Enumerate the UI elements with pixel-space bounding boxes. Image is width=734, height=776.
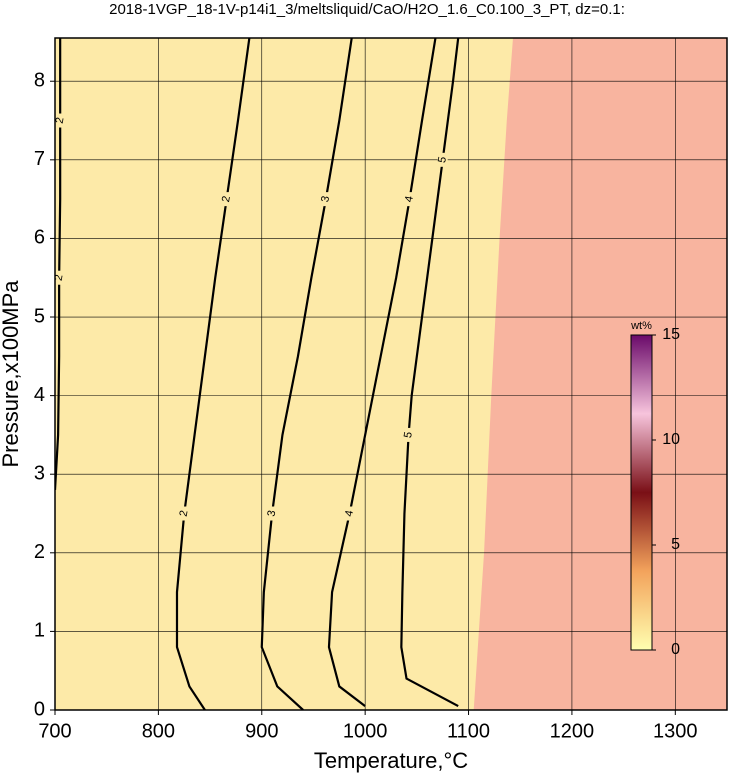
y-tick-label: 7 xyxy=(34,148,45,170)
y-tick-label: 3 xyxy=(34,462,45,484)
contour-label: 5 xyxy=(402,431,415,439)
x-tick-label: 1100 xyxy=(447,720,490,742)
contour-line xyxy=(400,38,460,708)
x-tick-label: 1000 xyxy=(343,720,388,742)
y-axis-title: Pressure,x100MPa xyxy=(0,280,23,468)
contour-label-bg xyxy=(221,192,232,207)
contour-label: 2 xyxy=(54,116,67,124)
x-tick-label: 900 xyxy=(245,720,278,742)
high-region xyxy=(473,38,727,710)
x-axis-title: Temperature,°C xyxy=(314,748,468,773)
contour-label-bg xyxy=(344,506,355,521)
contour-label: 4 xyxy=(403,195,416,203)
contour-label-bg xyxy=(403,427,414,442)
contour-label: 3 xyxy=(266,509,279,517)
y-tick-label: 8 xyxy=(34,70,45,92)
contour-label-bg xyxy=(404,192,415,207)
contour-label-bg xyxy=(179,506,190,521)
plot-frame xyxy=(54,37,728,711)
y-tick-label: 4 xyxy=(34,384,45,406)
contour-label-bg xyxy=(267,506,278,521)
colorbar-tick-label: 10 xyxy=(662,431,680,448)
contour-label: 2 xyxy=(53,274,66,282)
y-tick-label: 0 xyxy=(34,698,45,720)
contour-label: 2 xyxy=(178,509,191,517)
x-tick-label: 1300 xyxy=(653,720,698,742)
contour-line xyxy=(327,38,437,707)
contour-label: 3 xyxy=(319,195,332,203)
contour-label: 2 xyxy=(220,195,233,203)
chart-title: 2018-1VGP_18-1V-p14i1_3/meltsliquid/CaO/… xyxy=(109,1,625,18)
y-tick-label: 6 xyxy=(34,227,45,249)
y-tick-label: 2 xyxy=(34,541,45,563)
contour-line xyxy=(260,38,353,710)
contour-line xyxy=(175,38,251,710)
colorbar xyxy=(630,334,653,651)
y-tick-label: 1 xyxy=(34,620,45,642)
contour-label-bg xyxy=(55,270,65,285)
colorbar-tick-label: 0 xyxy=(671,641,680,658)
colorbar-tick-label: 5 xyxy=(671,536,680,553)
colorbar-tick-label: 15 xyxy=(662,326,680,343)
x-tick-label: 800 xyxy=(142,720,175,742)
contour-label-bg xyxy=(437,152,448,167)
colorbar-label: wt% xyxy=(630,320,652,332)
y-tick-label: 5 xyxy=(34,305,45,327)
contour-label: 4 xyxy=(343,509,356,517)
contour-label: 5 xyxy=(436,156,449,164)
x-tick-label: 1200 xyxy=(550,720,595,742)
x-tick-label: 700 xyxy=(38,720,71,742)
contour-label-bg xyxy=(55,113,66,128)
contour-label-bg xyxy=(320,192,331,207)
